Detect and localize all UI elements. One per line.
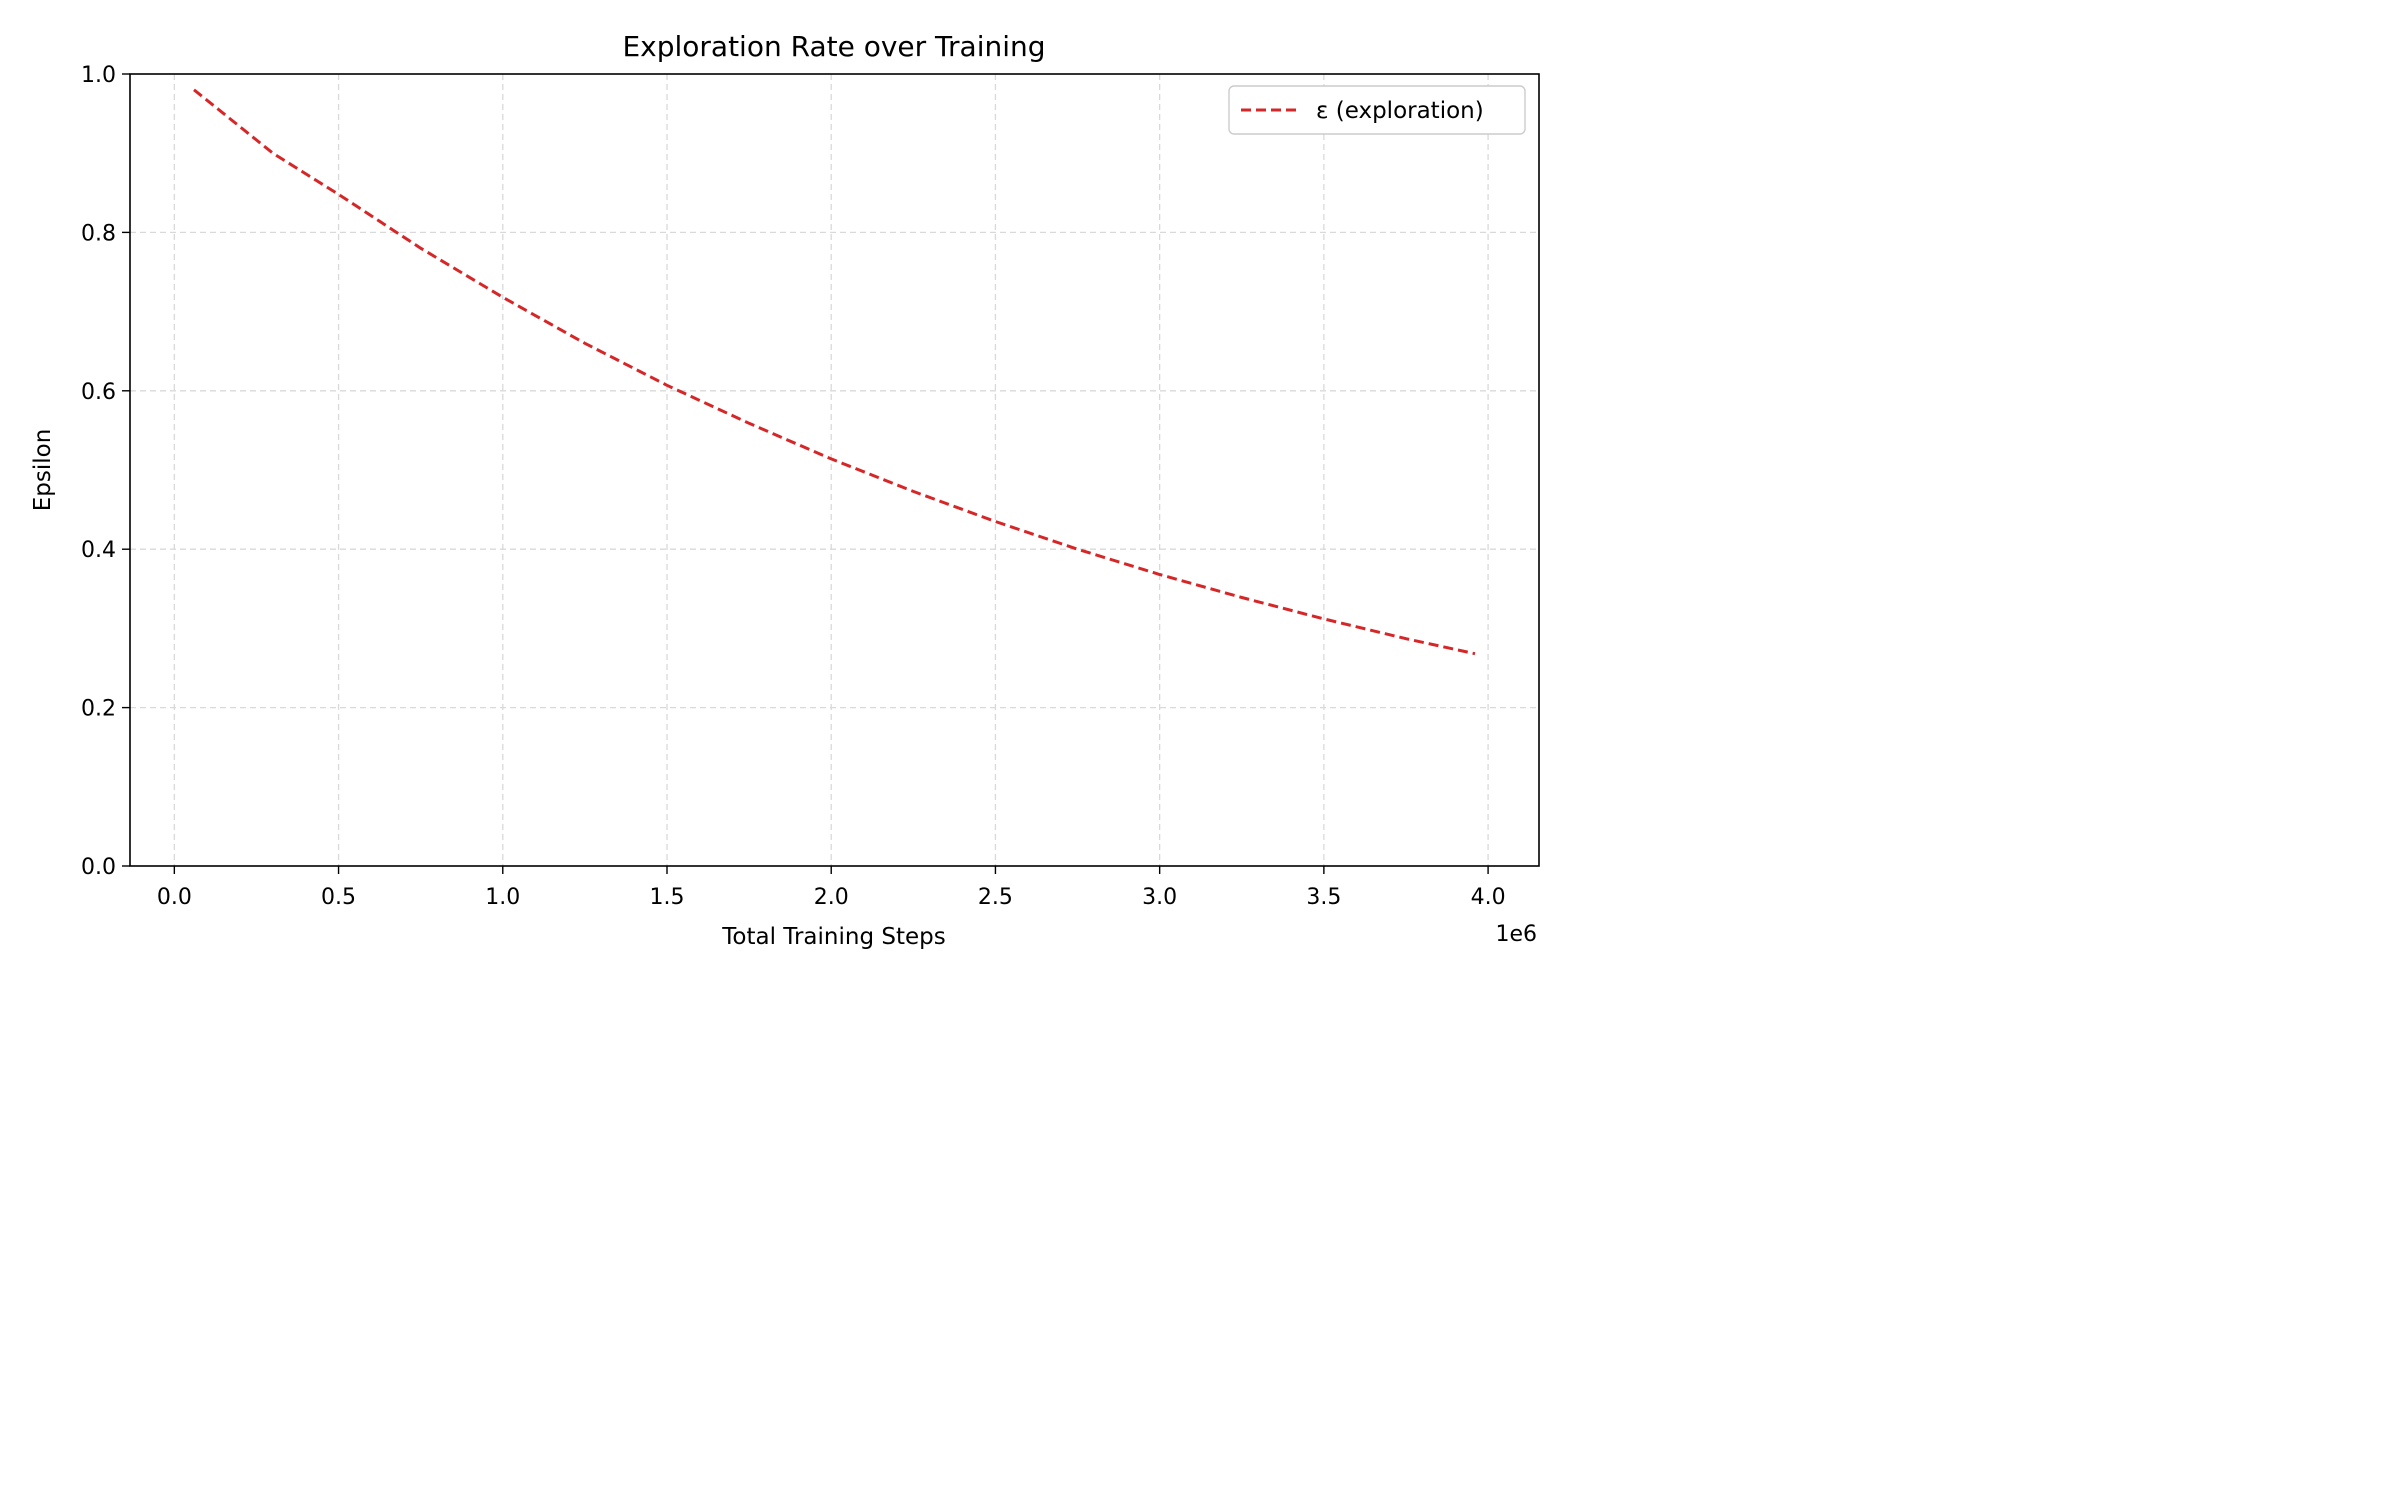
x-tick-label: 0.0 xyxy=(157,885,192,910)
chart: 0.0 0.5 1.0 1.5 2.0 2.5 3.0 3.5 4.0 0.0 0.2 0.4 0.6 0… xyxy=(0,0,1568,980)
x-tick-label: 1.5 xyxy=(649,885,684,910)
y-tick-label: 0.6 xyxy=(81,380,116,405)
y-tick-label: 0.4 xyxy=(81,538,116,563)
x-tick-label: 2.0 xyxy=(814,885,849,910)
series-line-epsilon xyxy=(193,88,1476,656)
series-layer xyxy=(193,88,1476,656)
x-tick-label: 0.5 xyxy=(321,885,356,910)
plot-frame xyxy=(129,73,1540,867)
y-tick-label: 0.0 xyxy=(81,855,116,880)
y-tick-label: 1.0 xyxy=(81,63,116,88)
chart-title: Exploration Rate over Training xyxy=(622,30,1045,63)
y-tick-label: 0.2 xyxy=(81,697,116,722)
legend: ε (exploration) xyxy=(1228,85,1526,135)
x-axis-label: Total Training Steps xyxy=(721,924,945,950)
x-tick-label: 2.5 xyxy=(978,885,1013,910)
x-tick-label: 3.5 xyxy=(1306,885,1341,910)
x-tick-label: 4.0 xyxy=(1471,885,1506,910)
x-scale-label: 1e6 xyxy=(1495,922,1537,947)
y-axis-label: Epsilon xyxy=(30,429,56,512)
y-tick-label: 0.8 xyxy=(81,221,116,246)
grid xyxy=(130,74,1539,866)
figure-background xyxy=(0,0,1568,980)
ticks: 0.0 0.5 1.0 1.5 2.0 2.5 3.0 3.5 4.0 0.0 0.2 0.4 0.6 0… xyxy=(81,63,1506,910)
x-tick-label: 1.0 xyxy=(485,885,520,910)
x-tick-label: 3.0 xyxy=(1142,885,1177,910)
legend-box xyxy=(1228,85,1526,135)
legend-label: ε (exploration) xyxy=(1316,98,1484,124)
